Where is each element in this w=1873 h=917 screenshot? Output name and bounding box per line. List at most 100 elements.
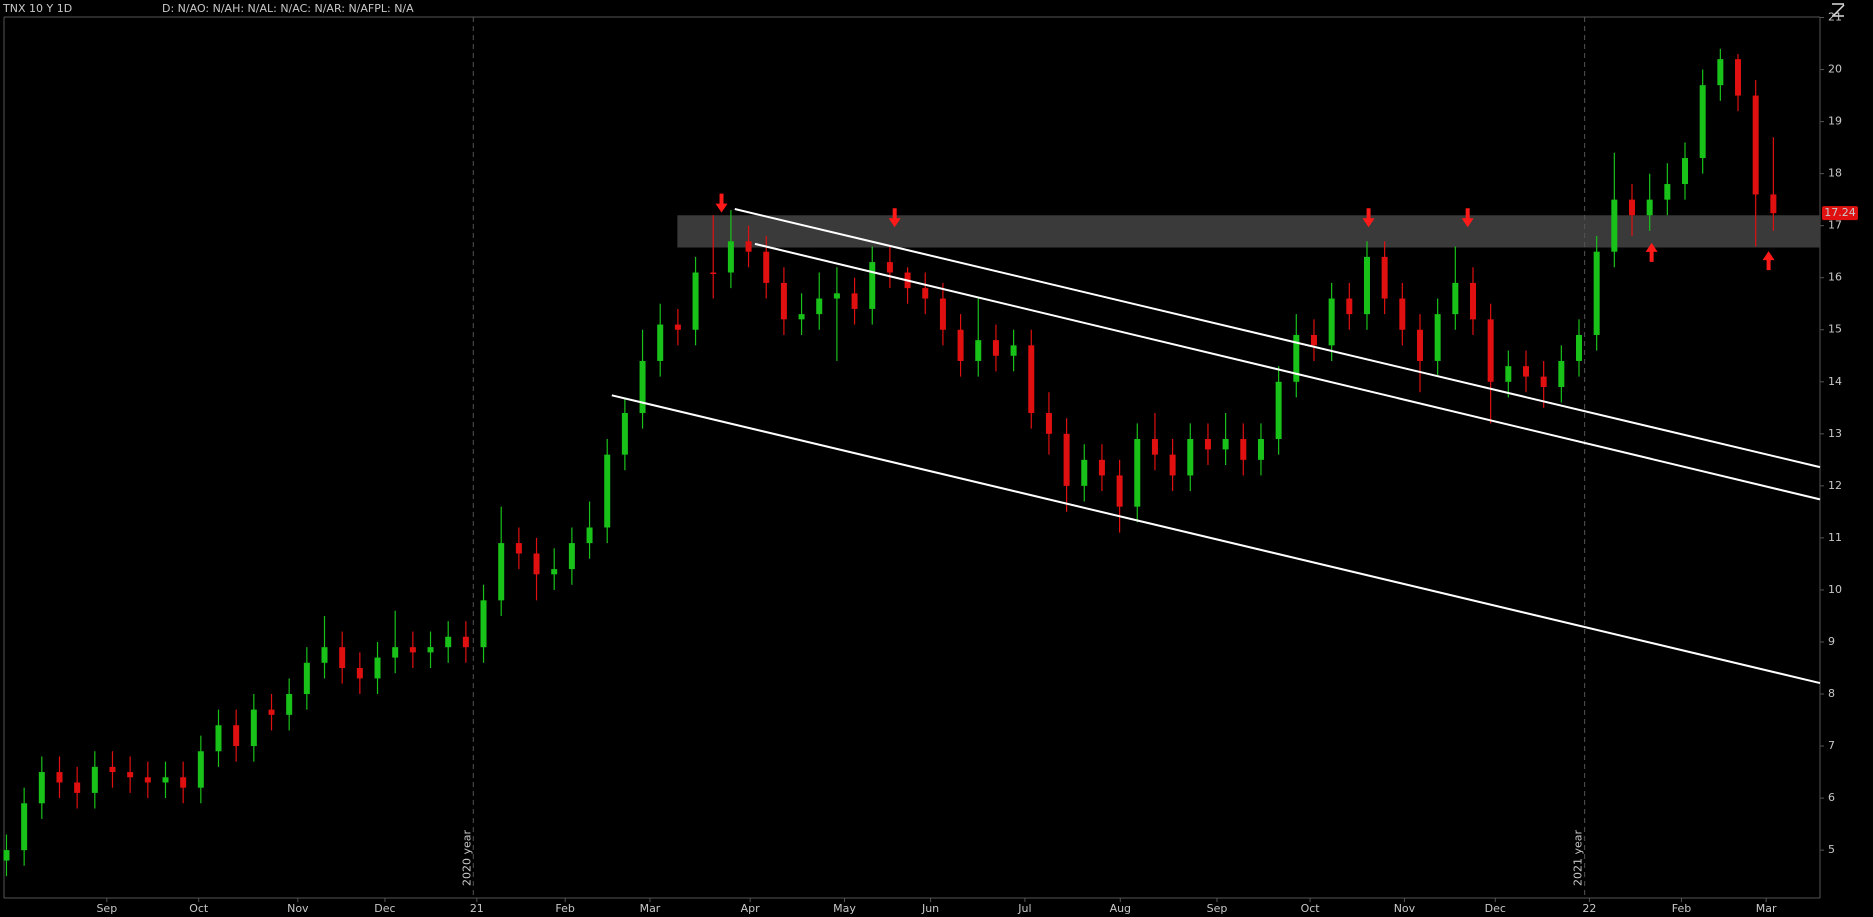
y-tick-label: 21 — [1828, 11, 1842, 24]
candle-body — [727, 241, 734, 273]
candle-body — [462, 636, 469, 648]
candle-body — [1452, 282, 1459, 315]
candle-body — [1222, 439, 1229, 450]
candle-body — [1240, 439, 1247, 460]
candle-body — [1682, 158, 1689, 185]
candle-body — [1558, 360, 1565, 387]
candle-body — [1098, 459, 1105, 476]
candle-body — [604, 454, 611, 528]
candle-body — [1522, 366, 1529, 377]
candle-body — [1487, 319, 1494, 382]
y-tick-label: 5 — [1828, 843, 1835, 856]
candle-body — [303, 662, 310, 695]
candle-body — [1699, 85, 1706, 159]
candle-body — [3, 850, 10, 861]
candle-body — [639, 360, 646, 414]
x-tick-label: Jun — [921, 902, 939, 915]
candle-body — [869, 262, 876, 309]
trendline — [611, 394, 1821, 685]
candle-body — [851, 293, 858, 309]
candle-body — [1575, 334, 1582, 361]
candle-body — [1629, 199, 1636, 216]
y-tick-label: 6 — [1828, 791, 1835, 804]
x-tick-label: Dec — [1485, 902, 1506, 915]
candle-body — [392, 647, 399, 658]
y-tick-label: 8 — [1828, 687, 1835, 700]
candle-body — [886, 262, 893, 273]
candle-body — [1134, 439, 1141, 507]
candle-body — [551, 569, 558, 575]
candle-body — [1646, 199, 1653, 216]
candle-body — [1735, 59, 1742, 96]
y-tick-label: 16 — [1828, 271, 1842, 284]
candle-body — [1346, 298, 1353, 315]
candle-body — [427, 647, 434, 653]
candle-body — [957, 329, 964, 361]
candle-body — [992, 340, 999, 356]
candle-body — [1257, 439, 1264, 460]
candle-body — [1399, 298, 1406, 330]
candle-body — [1010, 345, 1017, 356]
ohlc-readout: D: N/AO: N/AH: N/AL: N/AC: N/AR: N/AFPL:… — [162, 2, 414, 15]
candle-body — [91, 766, 98, 793]
signal-arrow — [1762, 251, 1775, 271]
symbol-title: TNX 10 Y 1D — [2, 2, 72, 15]
y-tick-label: 20 — [1828, 63, 1842, 76]
candle-body — [1187, 439, 1194, 476]
signal-arrow — [715, 193, 728, 213]
y-tick-label: 7 — [1828, 739, 1835, 752]
candle-body — [374, 657, 381, 679]
signal-arrow — [1362, 208, 1375, 228]
x-tick-label: Oct — [1301, 902, 1321, 915]
trendline — [754, 242, 1821, 501]
candle-body — [1063, 433, 1070, 486]
candle-body — [356, 667, 363, 679]
candle-body — [515, 543, 522, 554]
signal-arrow — [1461, 208, 1474, 228]
signal-arrow — [888, 208, 901, 228]
candle-body — [339, 647, 346, 668]
candle-body — [1310, 334, 1317, 346]
icon-path[interactable] — [1832, 3, 1845, 17]
candle-body — [1116, 475, 1123, 507]
x-tick-label: Nov — [287, 902, 309, 915]
last-price-box — [1822, 206, 1858, 221]
y-tick-label: 11 — [1828, 531, 1842, 544]
candle-body — [1770, 194, 1777, 214]
candle-body — [621, 413, 628, 455]
candle-body — [1611, 199, 1618, 252]
candle-body — [833, 293, 840, 299]
candle-body — [657, 324, 664, 361]
y-tick-label: 10 — [1828, 583, 1842, 596]
candle-body — [922, 288, 929, 299]
candle-body — [939, 298, 946, 330]
candle-body — [1434, 314, 1441, 361]
settings-icon[interactable] — [1832, 3, 1845, 17]
y-tick-label: 17 — [1828, 219, 1842, 232]
candle-body — [692, 272, 699, 330]
x-tick-label: Oct — [189, 902, 209, 915]
candle-body — [215, 725, 222, 752]
candle-body — [533, 553, 540, 575]
candle-body — [144, 777, 151, 783]
candle-body — [1045, 413, 1052, 434]
x-tick-label: May — [833, 902, 856, 915]
candle-body — [1151, 439, 1158, 455]
y-tick-label: 9 — [1828, 635, 1835, 648]
candle-body — [1664, 184, 1671, 200]
candle-body — [1169, 454, 1176, 476]
candle-body — [568, 543, 575, 570]
candle-body — [674, 324, 681, 330]
candle-body — [1717, 59, 1724, 86]
candle-body — [21, 803, 28, 851]
candle-body — [233, 725, 240, 747]
candle-body — [409, 647, 416, 653]
candle-body — [586, 527, 593, 544]
x-tick-label: Mar — [640, 902, 661, 915]
candle-body — [1363, 256, 1370, 315]
candle-body — [1028, 345, 1035, 414]
signal-arrow — [1645, 242, 1658, 262]
x-tick-label: Sep — [1207, 902, 1228, 915]
